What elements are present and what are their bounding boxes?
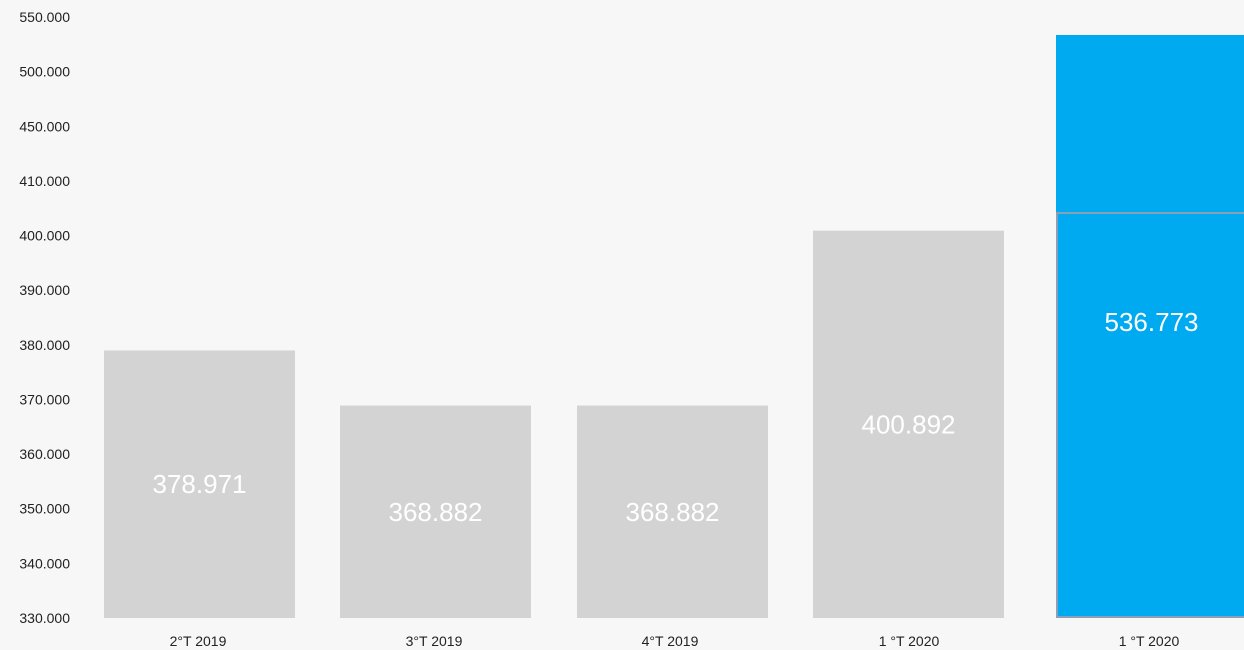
x-axis: 2°T 2019 3°T 2019 4°T 2019 1 °T 2020 1 °T 20… — [170, 633, 1180, 649]
x-category-label: 1 °T 2020 — [1119, 633, 1180, 649]
bar-value-label: 368.882 — [389, 497, 483, 527]
y-tick-label: 450.000 — [19, 118, 70, 134]
y-tick-label: 400.000 — [19, 228, 70, 244]
y-tick-label: 550.000 — [19, 9, 70, 25]
x-category-label: 4°T 2019 — [642, 633, 699, 649]
x-category-label: 2°T 2019 — [170, 633, 227, 649]
y-tick-label: 330.000 — [19, 610, 70, 626]
y-tick-label: 340.000 — [19, 555, 70, 571]
y-tick-label: 390.000 — [19, 282, 70, 298]
bar-value-label: 536.773 — [1105, 307, 1199, 337]
bar-highlight — [1056, 35, 1244, 618]
value-labels: 378.971 368.882 368.882 400.892 536.773 — [153, 307, 1199, 527]
y-tick-label: 410.000 — [19, 173, 70, 189]
bar — [340, 405, 531, 618]
bar — [104, 350, 295, 618]
bar-highlight-outline — [1056, 212, 1244, 618]
bar-value-label: 368.882 — [626, 497, 720, 527]
y-axis: 550.000 500.000 450.000 410.000 400.000 390.0… — [19, 9, 70, 626]
x-category-label: 1 °T 2020 — [879, 633, 940, 649]
y-tick-label: 380.000 — [19, 337, 70, 353]
bar — [813, 230, 1004, 619]
bar — [577, 405, 768, 618]
bar-value-label: 400.892 — [862, 409, 956, 439]
y-tick-label: 500.000 — [19, 64, 70, 80]
x-category-label: 3°T 2019 — [406, 633, 463, 649]
bars — [104, 35, 1244, 619]
y-tick-label: 350.000 — [19, 501, 70, 517]
y-tick-label: 370.000 — [19, 391, 70, 407]
y-tick-label: 360.000 — [19, 446, 70, 462]
bar-value-label: 378.971 — [153, 469, 247, 499]
